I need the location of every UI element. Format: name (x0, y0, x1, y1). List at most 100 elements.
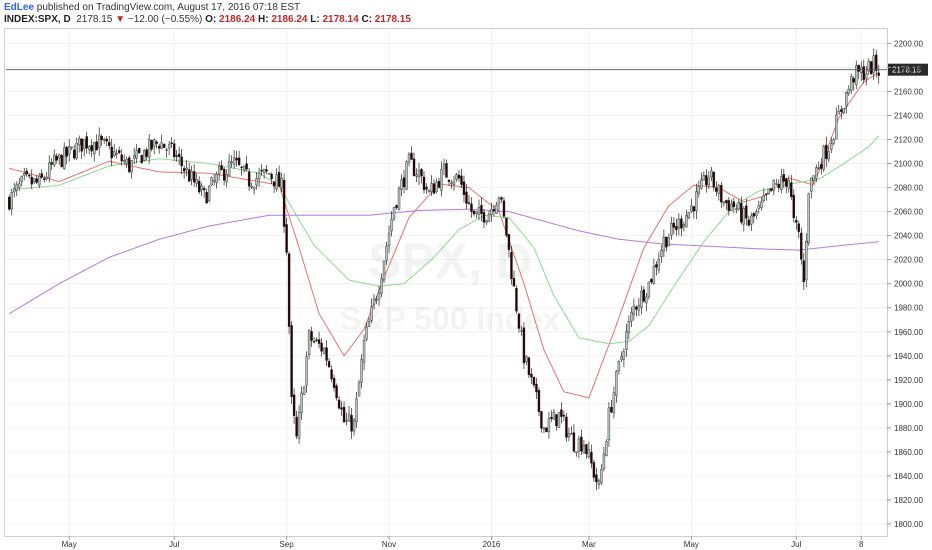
close-label: C: (361, 14, 372, 25)
candle-up (195, 179, 198, 184)
candle-down (145, 149, 148, 157)
candle-up (647, 281, 651, 297)
chart-pane[interactable] (4, 28, 888, 537)
candle-down (800, 232, 803, 260)
candle-up (267, 173, 271, 175)
time-axis[interactable]: May Jul Sep Nov 2016 Mar May Jul 8 (62, 536, 864, 549)
candle-down (327, 361, 331, 368)
candle-down (315, 339, 318, 341)
candle-down (325, 347, 328, 361)
candle-up (830, 143, 833, 150)
candle-down (610, 406, 613, 413)
candle-up (660, 249, 663, 258)
candle-down (785, 178, 788, 187)
candle-down (35, 178, 38, 183)
candle-down (205, 191, 208, 204)
candle-up (757, 205, 761, 209)
candle-up (210, 177, 213, 186)
candle-up (835, 114, 838, 140)
candle-down (777, 183, 781, 188)
candle-up (597, 480, 601, 485)
close-value: 2178.15 (374, 14, 411, 25)
candle-down (287, 253, 291, 327)
candle-down (28, 174, 31, 177)
candle-down (150, 139, 153, 150)
low-label: L: (310, 14, 320, 25)
change-down-icon: ▼ (115, 14, 126, 25)
candle-up (362, 340, 366, 363)
price-tick-label: 1940.00 (894, 352, 923, 361)
candle-up (355, 398, 358, 423)
candle-up (427, 190, 431, 192)
candle-up (357, 382, 361, 397)
candle-down (285, 224, 288, 253)
candle-down (877, 72, 880, 76)
price-tick-label: 2140.00 (894, 112, 923, 121)
candle-down (527, 357, 531, 376)
candle-up (822, 146, 825, 170)
candle-up (787, 179, 791, 189)
candle-down (472, 210, 476, 215)
candle-down (747, 219, 751, 226)
candle-up (70, 146, 73, 149)
candle-up (63, 147, 66, 169)
candle-up (605, 441, 608, 457)
open-label: O: (205, 14, 217, 25)
candle-down (260, 169, 263, 172)
candle-up (390, 219, 393, 232)
candle-up (232, 157, 236, 165)
candle-up (207, 186, 211, 201)
author-link[interactable]: EdLee (4, 2, 35, 13)
price-axis[interactable]: 2200.00 2180.00 2160.00 2140.00 2120.00 2100.… (887, 39, 923, 529)
candle-up (767, 188, 771, 194)
candle-up (242, 165, 246, 171)
candle-up (75, 143, 78, 159)
candle-up (83, 139, 86, 149)
candle-up (300, 392, 303, 413)
candle-down (410, 152, 413, 160)
candle-down (852, 78, 855, 83)
candle-down (402, 177, 406, 188)
candle-up (542, 427, 546, 430)
candle-up (812, 175, 815, 181)
candle-up (450, 182, 453, 185)
candle-up (690, 205, 693, 212)
candle-down (505, 217, 508, 236)
candle-down (555, 414, 558, 427)
candle-down (530, 373, 533, 378)
candle-down (565, 416, 568, 438)
candle-down (182, 168, 186, 172)
candle-up (442, 164, 446, 169)
candle-up (552, 411, 556, 420)
candle-up (625, 331, 628, 351)
candle-down (467, 202, 471, 204)
candle-up (490, 208, 493, 215)
candle-down (665, 236, 668, 248)
candle-down (650, 278, 653, 283)
candle-down (740, 202, 743, 223)
candle-down (797, 223, 800, 232)
candle-up (382, 260, 386, 281)
candle-down (120, 154, 123, 162)
price-tick-label: 1860.00 (894, 448, 923, 457)
price-tick-label: 2180.00 (894, 63, 923, 72)
candle-down (177, 153, 181, 157)
candle-down (445, 163, 448, 178)
candle-down (43, 178, 46, 180)
candle-up (130, 160, 133, 173)
candle-down (510, 251, 513, 280)
candle-up (575, 451, 578, 454)
candle-down (782, 174, 786, 182)
candle-up (687, 212, 691, 219)
candle-up (847, 89, 850, 94)
candle-up (702, 175, 706, 181)
candle-down (295, 416, 298, 437)
candle-up (345, 419, 348, 422)
candle-down (592, 462, 596, 478)
candle-up (387, 232, 391, 246)
candle-down (875, 54, 878, 71)
candle-down (272, 181, 276, 187)
candle-up (495, 204, 498, 214)
candle-up (850, 76, 853, 91)
